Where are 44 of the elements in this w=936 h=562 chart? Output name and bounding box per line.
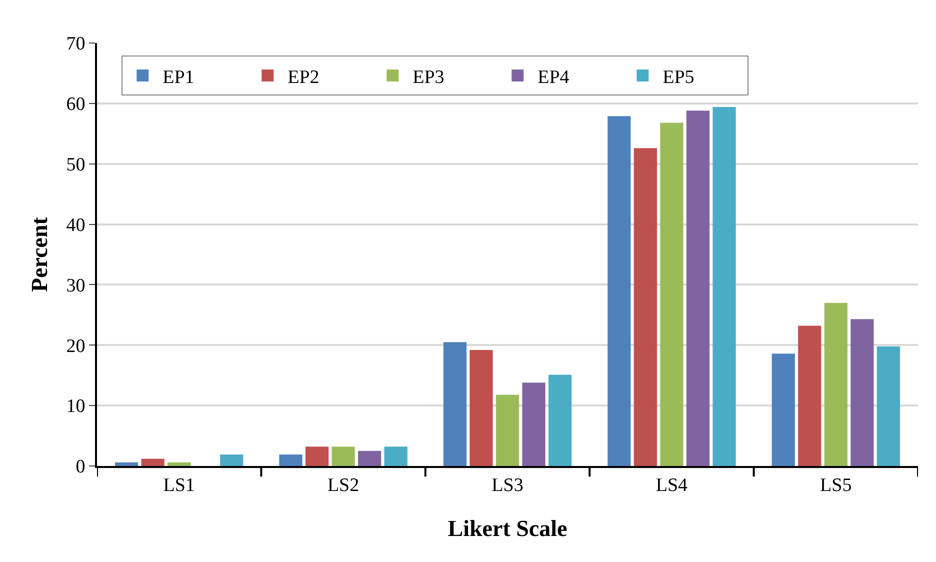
bar xyxy=(850,319,874,466)
bar xyxy=(305,446,329,466)
bar xyxy=(712,107,736,466)
y-tick-label: 10 xyxy=(66,396,86,418)
bar xyxy=(384,446,408,466)
bar xyxy=(141,458,164,466)
y-tick-label: 40 xyxy=(66,214,86,236)
bar xyxy=(115,462,138,466)
bar xyxy=(168,462,191,466)
bar xyxy=(634,148,657,466)
bar xyxy=(660,122,684,466)
bar xyxy=(470,350,493,466)
bar xyxy=(798,326,822,466)
x-axis-title: Likert Scale xyxy=(448,516,568,541)
bar xyxy=(332,446,355,466)
legend-label: EP2 xyxy=(288,66,320,88)
bar xyxy=(824,302,848,466)
y-tick-label: 50 xyxy=(66,154,86,176)
bar xyxy=(876,346,900,466)
bar xyxy=(443,342,467,466)
y-tick-label: 70 xyxy=(66,34,86,55)
bar xyxy=(772,354,795,466)
bar xyxy=(548,374,572,466)
bar xyxy=(608,116,631,466)
x-tick-label: LS2 xyxy=(327,474,360,496)
bar xyxy=(496,394,520,466)
y-axis-title: Percent xyxy=(27,216,52,292)
y-tick-label: 20 xyxy=(66,336,86,357)
bar xyxy=(220,454,244,466)
y-tick-label: 60 xyxy=(66,94,86,116)
x-tick-label: LS3 xyxy=(492,474,524,496)
legend-label: EP3 xyxy=(412,66,444,88)
y-tick-label: 30 xyxy=(66,275,86,296)
y-tick-label: 0 xyxy=(76,456,86,478)
legend-label: EP5 xyxy=(662,66,694,88)
bar xyxy=(358,450,382,466)
x-tick-label: LS4 xyxy=(656,474,688,496)
x-tick-label: LS5 xyxy=(820,474,852,496)
bar xyxy=(279,454,302,466)
legend-label: EP1 xyxy=(162,66,194,88)
legend-label: EP4 xyxy=(538,66,570,88)
x-tick-label: LS1 xyxy=(163,474,195,496)
bar xyxy=(686,110,710,466)
bar xyxy=(522,382,546,466)
